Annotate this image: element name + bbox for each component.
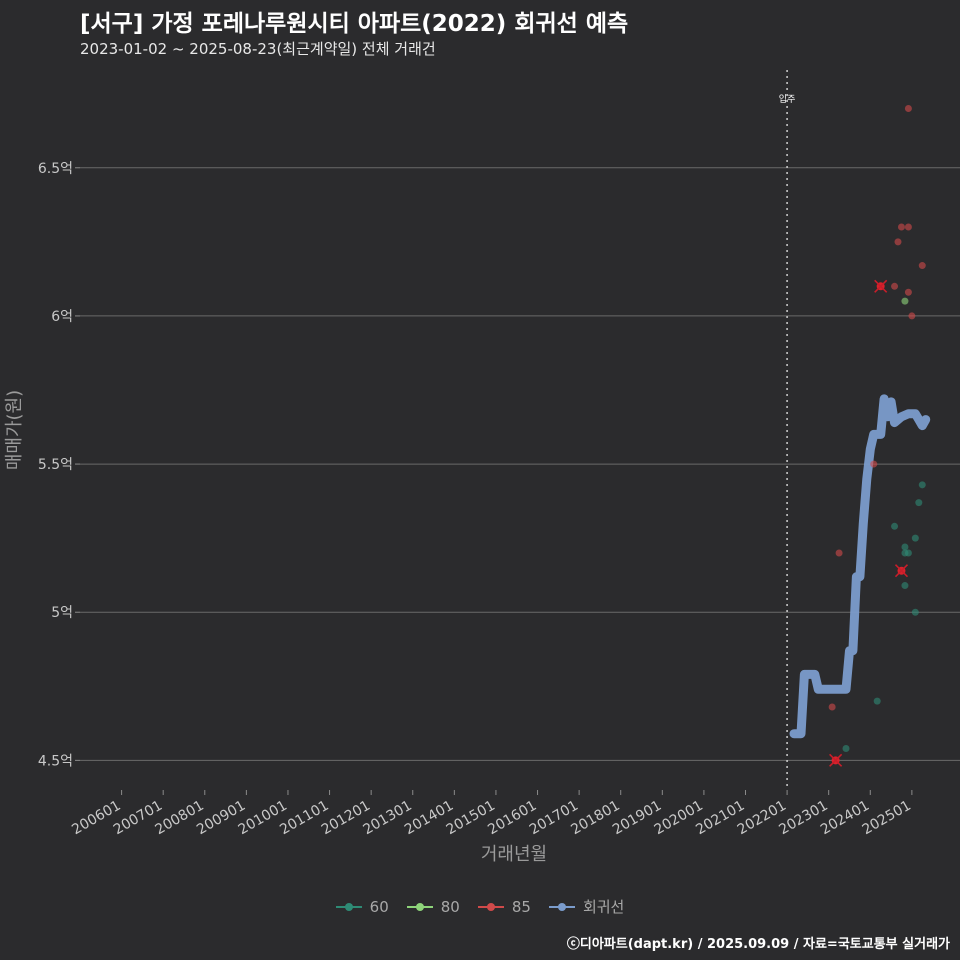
data-point-85	[897, 223, 905, 231]
legend-dot	[486, 902, 495, 911]
data-point-60	[911, 534, 919, 542]
data-point-85	[828, 703, 836, 711]
x-marker	[894, 564, 909, 578]
legend-key-85	[477, 900, 504, 914]
legend: 60 80 85 회귀선	[0, 896, 960, 917]
y-tick-label: 5억	[51, 605, 73, 621]
data-point-85	[908, 312, 916, 320]
data-point-60	[901, 582, 909, 590]
legend-label: 80	[440, 897, 460, 916]
data-point-80	[901, 297, 909, 305]
data-point-60	[915, 499, 923, 507]
data-point-85	[870, 460, 878, 468]
data-point-85	[918, 262, 926, 270]
data-point-85	[904, 223, 912, 231]
legend-dot	[557, 902, 566, 911]
y-tick-label: 4.5억	[38, 753, 73, 769]
data-point-60	[904, 549, 912, 557]
legend-label: 회귀선	[582, 898, 625, 916]
legend-dot	[415, 902, 424, 911]
y-tick-label: 6억	[51, 309, 73, 325]
data-point-60	[891, 522, 899, 530]
chart-title: [서구] 가정 포레나루원시티 아파트(2022) 회귀선 예측	[80, 11, 629, 37]
data-point-85	[891, 282, 899, 290]
movein-label: 입주	[779, 93, 796, 105]
x-marker	[874, 279, 888, 293]
data-point-60	[911, 608, 919, 616]
data-point-85	[904, 288, 912, 296]
data-point-60	[901, 543, 909, 551]
x-axis-title: 거래년월	[481, 844, 547, 865]
legend-key-60	[335, 900, 362, 914]
data-point-60	[842, 745, 850, 753]
regression-line	[789, 394, 931, 739]
legend-label: 60	[369, 897, 389, 916]
data-point-60	[873, 697, 881, 705]
legend-key-regression	[548, 900, 575, 914]
legend-item-80: 80	[406, 897, 460, 916]
y-tick-label: 5.5억	[38, 457, 73, 473]
data-point-85	[835, 549, 843, 557]
legend-label: 85	[511, 897, 531, 916]
data-point-85	[904, 105, 912, 113]
y-axis-title: 매매가(원)	[4, 390, 25, 470]
legend-dot	[344, 902, 353, 911]
data-point-85	[894, 238, 902, 246]
legend-item-regression: 회귀선	[548, 896, 625, 917]
source-credit: ⓒ디아파트(dapt.kr) / 2025.09.09 / 자료=국토교통부 실…	[566, 937, 950, 952]
y-tick-label: 6.5억	[38, 161, 73, 177]
legend-item-85: 85	[477, 897, 531, 916]
chart-subtitle: 2023-01-02 ~ 2025-08-23(최근계약일) 전체 거래건	[80, 40, 436, 58]
x-marker	[829, 753, 843, 767]
data-point-60	[918, 481, 926, 489]
legend-item-60: 60	[335, 897, 389, 916]
legend-key-80	[406, 900, 433, 914]
